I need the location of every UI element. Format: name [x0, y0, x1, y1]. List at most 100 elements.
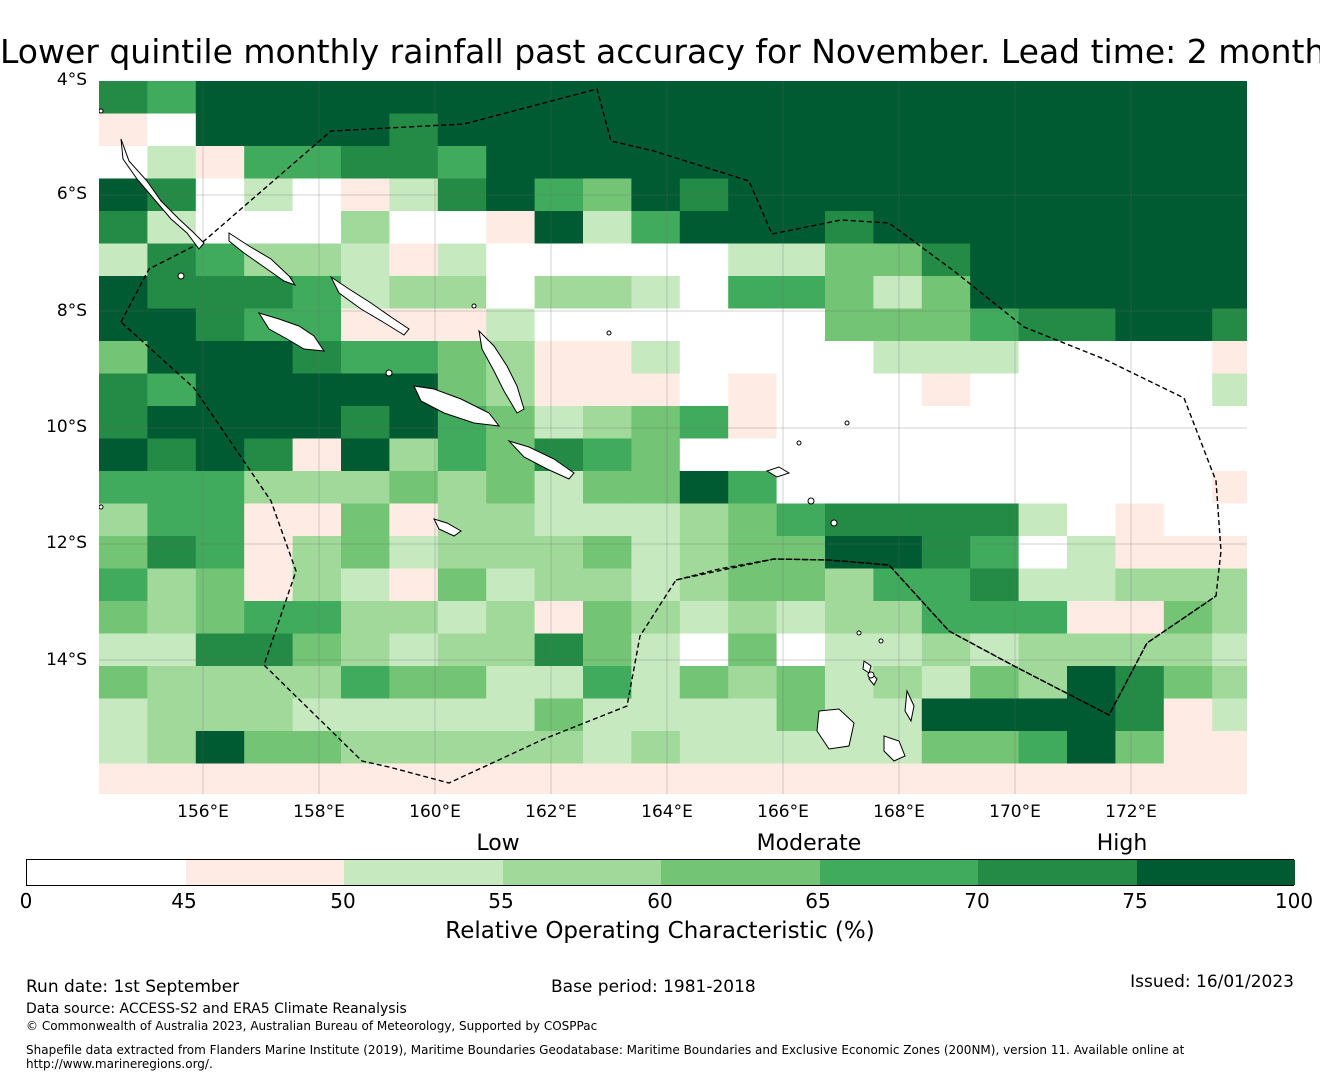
malaita-island — [478, 329, 525, 414]
colorbar-tick-60: 60 — [647, 889, 673, 913]
grid-cell — [147, 471, 197, 505]
grid-cell — [195, 503, 245, 537]
colorbar-tick-50: 50 — [330, 889, 356, 913]
colorbar — [26, 859, 1295, 886]
issued-date: Issued: 16/01/2023 — [1130, 972, 1294, 992]
grid-cell — [631, 471, 681, 505]
grid-cell — [147, 601, 197, 635]
grid-cell — [679, 211, 729, 245]
grid-cell — [389, 503, 439, 537]
grid-cell — [873, 503, 923, 537]
grid-cell — [1067, 601, 1116, 635]
grid-cell — [1115, 503, 1165, 537]
grid-cell — [921, 146, 971, 180]
grid-cell — [776, 308, 826, 342]
grid-cell — [99, 406, 148, 440]
grid-cell — [970, 211, 1020, 245]
grid-cell — [1212, 243, 1247, 277]
grid-cell — [147, 503, 197, 537]
grid-cell — [825, 438, 874, 472]
grid-cell — [921, 763, 971, 794]
grid-cell — [486, 81, 536, 115]
grid-cell — [679, 373, 729, 407]
grid-cell — [583, 81, 632, 115]
grid-cell — [195, 601, 245, 635]
grid-cell — [1018, 373, 1068, 407]
grid-cell — [1212, 633, 1247, 667]
grid-cell — [728, 276, 778, 310]
grid-cell — [99, 113, 148, 147]
grid-cell — [1163, 666, 1213, 700]
grid-cell — [99, 536, 148, 570]
grid-cell — [99, 211, 148, 245]
grid-cell — [292, 601, 342, 635]
grid-cell — [99, 276, 148, 310]
grid-cell — [195, 568, 245, 602]
grid-cell — [776, 276, 826, 310]
grid-cell — [534, 81, 584, 115]
grid-cell — [1018, 211, 1068, 245]
grid-cell — [631, 438, 681, 472]
grid-cell — [389, 731, 439, 765]
grid-cell — [99, 81, 148, 115]
grid-cell — [486, 276, 536, 310]
grid-cell — [776, 211, 826, 245]
grid-cell — [728, 471, 778, 505]
grid-cell — [486, 666, 536, 700]
grid-cell — [147, 276, 197, 310]
grid-cell — [437, 211, 487, 245]
grid-cell — [679, 763, 729, 794]
grid-cell — [341, 536, 390, 570]
grid-cell — [631, 113, 681, 147]
grid-cell — [970, 633, 1020, 667]
grid-cell — [825, 633, 874, 667]
grid-cell — [679, 308, 729, 342]
grid-cell — [437, 731, 487, 765]
grid-cell — [292, 146, 342, 180]
grid-cell — [292, 763, 342, 794]
grid-cell — [873, 276, 923, 310]
grid-cell — [437, 471, 487, 505]
grid-cell — [341, 698, 390, 732]
grid-cell — [147, 731, 197, 765]
grid-cell — [1212, 731, 1247, 765]
grid-cell — [631, 406, 681, 440]
grid-cell — [1067, 536, 1116, 570]
grid-cell — [1212, 211, 1247, 245]
grid-cell — [583, 698, 632, 732]
grid-cell — [1067, 438, 1116, 472]
grid-cell — [244, 211, 294, 245]
guadalcanal-island — [413, 385, 501, 427]
grid-cell — [583, 438, 632, 472]
grid-cell — [486, 308, 536, 342]
grid-cell — [970, 731, 1020, 765]
grid-cell — [1018, 146, 1068, 180]
grid-cell — [921, 276, 971, 310]
small-island-11 — [385, 369, 393, 377]
grid-cell — [728, 113, 778, 147]
colorbar-tick-0: 0 — [19, 889, 33, 913]
grid-cell — [921, 438, 971, 472]
lon-label-156e: 156°E — [177, 802, 229, 822]
grid-cell — [99, 373, 148, 407]
grid-cell — [341, 633, 390, 667]
grid-cell — [776, 406, 826, 440]
grid-cell — [486, 698, 536, 732]
colorbar-tick-65: 65 — [805, 889, 831, 913]
grid-cell — [679, 601, 729, 635]
grid-cell — [631, 276, 681, 310]
grid-cell — [1115, 666, 1165, 700]
grid-cell — [873, 406, 923, 440]
grid-cell — [99, 471, 148, 505]
grid-cell — [1067, 471, 1116, 505]
grid-cell — [534, 308, 584, 342]
colorbar-segment-45-50 — [185, 860, 344, 885]
grid-cell — [99, 341, 148, 375]
small-island-8 — [177, 272, 185, 280]
grid-cell — [486, 243, 536, 277]
grid-cell — [583, 341, 632, 375]
colorbar-tick-45: 45 — [171, 889, 197, 913]
grid-cell — [679, 503, 729, 537]
grid-cell — [534, 601, 584, 635]
grid-cell — [583, 503, 632, 537]
